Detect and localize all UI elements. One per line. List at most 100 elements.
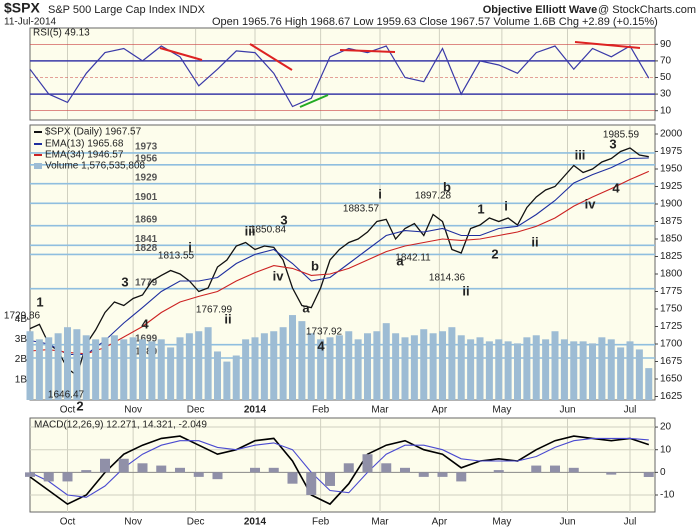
legend-swatch (34, 163, 42, 169)
volume-bar (364, 333, 371, 400)
y-tick-label: 1875 (660, 216, 683, 227)
y-tick-label: 1900 (660, 199, 683, 210)
volume-bar (185, 333, 193, 400)
volume-bar (598, 337, 606, 400)
y-tick-label: 50 (660, 72, 672, 83)
price-label: 1985.59 (603, 130, 640, 141)
volume-bar (439, 331, 446, 400)
volume-bar (410, 335, 418, 400)
wave-label: a (302, 300, 310, 315)
y-tick-label: 1925 (660, 181, 683, 192)
x-tick-label: Jun (559, 405, 575, 416)
level-label: 1929 (135, 172, 158, 183)
histogram-bar (362, 454, 373, 473)
histogram-bar (62, 472, 73, 482)
y-tick-label: 10 (660, 105, 672, 116)
x-tick-label: May (492, 405, 511, 416)
wave-label: ii (224, 311, 231, 326)
x-tick-label: Feb (312, 405, 330, 416)
histogram-bar (268, 467, 279, 473)
volume-bar (270, 331, 278, 400)
x-tick-label: Jun (559, 517, 575, 528)
histogram-bar (175, 467, 185, 473)
wave-label: a (396, 253, 404, 268)
wave-label: 3 (280, 212, 287, 227)
volume-bar (382, 323, 390, 400)
level-label: 1779 (135, 277, 158, 288)
volume-bar (176, 337, 184, 400)
volume-bar (26, 331, 34, 400)
histogram-bar (137, 463, 148, 473)
y-tick-label: 20 (660, 422, 672, 433)
trend-line (574, 41, 641, 49)
wave-label: iii (575, 147, 586, 162)
histogram-bar (493, 470, 504, 473)
volume-bar (345, 331, 353, 400)
level-label: 1901 (135, 192, 158, 203)
trend-line (339, 49, 396, 53)
trend-line (299, 94, 329, 108)
x-tick-label: Mar (371, 517, 389, 528)
wave-label: iv (585, 196, 597, 211)
volume-bar (242, 339, 250, 400)
wave-label: 2 (491, 246, 498, 261)
level-label: 1828 (135, 243, 158, 254)
rsi-line (29, 45, 650, 108)
y-tick-label: 10 (660, 444, 672, 455)
index-name: S&P 500 Large Cap Index INDX (48, 4, 206, 16)
price-label: 1813.55 (158, 251, 195, 262)
wave-label: 4 (141, 316, 149, 331)
x-tick-label: Apr (432, 517, 448, 528)
volume-bar (110, 335, 118, 400)
trend-line (249, 43, 293, 71)
histogram-bar (100, 458, 110, 473)
volume-bar (335, 335, 343, 400)
y2-tick-label: 3B (15, 334, 28, 345)
macd-line (29, 435, 650, 506)
volume-bar (617, 347, 625, 400)
volume-bar (326, 337, 334, 400)
wave-label: 1 (477, 201, 484, 216)
volume-bar (429, 333, 437, 400)
x-tick-label: May (492, 517, 511, 528)
volume-bar (542, 339, 550, 400)
price-label: 1729.86 (4, 311, 41, 322)
histogram-bar (550, 465, 560, 473)
wave-label: iii (245, 223, 256, 238)
y2-tick-label: 1B (15, 374, 28, 385)
histogram-bar (381, 463, 392, 473)
level-label: 1956 (135, 153, 158, 164)
volume-bar (279, 327, 287, 400)
price-label: 1814.36 (429, 273, 466, 284)
histogram-bar (156, 465, 167, 473)
ema-line (29, 170, 650, 355)
symbol: $SPX (4, 0, 40, 16)
y-tick-label: 70 (660, 56, 672, 67)
x-tick-label: Dec (187, 517, 205, 528)
x-tick-label: Jul (624, 405, 637, 416)
x-tick-label: Apr (432, 405, 448, 416)
y-tick-label: 1850 (660, 234, 683, 245)
x-tick-label: Oct (60, 405, 76, 416)
volume-bar (54, 333, 62, 400)
legend-label: EMA(34) 1946.57 (45, 150, 124, 161)
wave-label: 4 (317, 338, 325, 353)
legend-label: $SPX (Daily) 1967.57 (45, 127, 142, 138)
volume-bar (35, 339, 43, 400)
macd-panel (29, 417, 656, 513)
histogram-bar (325, 472, 335, 486)
price-line (29, 147, 649, 377)
histogram-bar (193, 472, 204, 477)
wave-label: i (188, 239, 192, 254)
date: 11-Jul-2014 (4, 17, 57, 28)
volume-bar (45, 337, 53, 400)
price-label: 1646.47 (48, 390, 85, 401)
histogram-bar (25, 472, 35, 477)
histogram-bar (418, 472, 429, 477)
legend-label: RSI(5) 49.13 (33, 28, 90, 39)
volume-bar (354, 339, 362, 400)
histogram-bar (531, 465, 542, 473)
y-tick-label: -10 (660, 490, 675, 501)
volume-bar (120, 339, 128, 400)
